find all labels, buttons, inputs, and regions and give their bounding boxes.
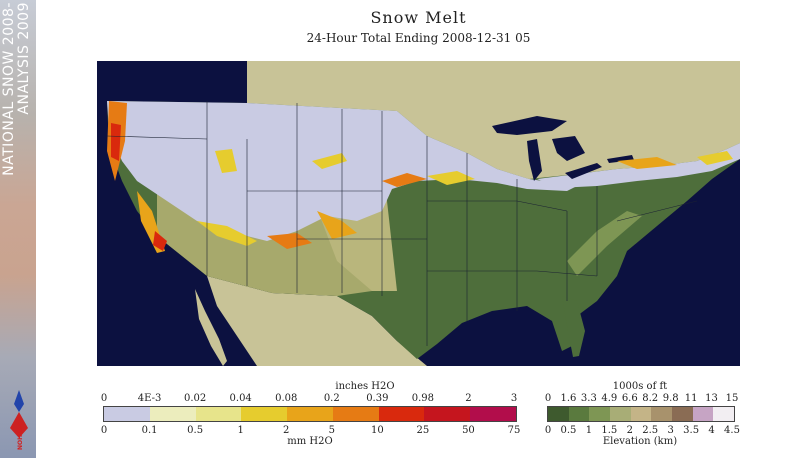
melt-legend-inches-label: inches H2O [335, 381, 395, 392]
melt-legend-mm-tick: 10 [370, 425, 384, 436]
melt-legend-mm-label: mm H2O [287, 436, 333, 447]
melt-legend-mm-tick: 0 [100, 425, 108, 436]
lake-michigan [527, 139, 542, 181]
elevation-legend-swatch [568, 407, 590, 421]
elevation-legend-km-tick: 3 [667, 425, 674, 436]
melt-legend-swatch [104, 407, 150, 421]
melt-legend-inch-tick: 0.98 [411, 393, 435, 404]
melt-legend-swatch [332, 407, 379, 421]
melt-areas [107, 101, 733, 253]
elevation-legend-swatch [548, 407, 569, 421]
elevation-legend-km-tick: 0 [544, 425, 552, 436]
banner-title-line2: ANALYSIS 2009 [16, 2, 32, 115]
lake-erie [565, 163, 602, 179]
elevation-legend-km-tick: 1 [585, 425, 593, 436]
lake-superior [492, 116, 567, 135]
elevation-legend-km-tick: 2.5 [642, 425, 659, 436]
melt-legend-mm-tick: 1 [237, 425, 244, 436]
elevation-legend-swatch [610, 407, 631, 421]
elevation-legend-swatch [630, 407, 652, 421]
florida [562, 296, 585, 357]
elevation-legend-colorbar [547, 406, 735, 422]
nohrsc-logo-text: NOHRSC [17, 421, 24, 450]
elevation-legend-km-tick: 2 [626, 425, 633, 436]
melt-legend-swatch [149, 407, 196, 421]
product-banner: NATIONAL SNOW 2008- ANALYSIS 2009 NOHRSC [0, 0, 36, 458]
elevation-legend-feet-tick: 4.9 [601, 393, 618, 404]
elevation-legend-km-tick: 1.5 [601, 425, 618, 436]
nohrsc-logo-icon: NOHRSC [10, 390, 28, 450]
lake-ontario [607, 155, 634, 163]
state-boundaries [106, 101, 698, 346]
baja-california [195, 289, 227, 366]
elevation-legend-km-tick: 4.5 [724, 425, 740, 436]
elevation-legend-swatch [692, 407, 714, 421]
melt-legend-inch-tick: 0.04 [229, 393, 252, 404]
melt-legend-mm-tick: 5 [328, 425, 335, 436]
melt-legend-mm-tick: 25 [416, 425, 430, 436]
melt-legend-inch-tick: 4E-3 [137, 393, 162, 404]
elevation-legend-km-tick: 3.5 [683, 425, 700, 436]
banner-title: NATIONAL SNOW 2008- ANALYSIS 2009 [1, 2, 32, 194]
melt-legend-swatch [287, 407, 333, 421]
melt-legend-swatch [470, 407, 517, 421]
elevation-legend-feet-tick: 1.6 [560, 393, 577, 404]
canada-land [247, 61, 740, 183]
elevation-legend-feet-tick: 15 [725, 393, 739, 404]
snow-cover-east [537, 143, 740, 188]
melt-legend-mm-tick: 75 [507, 425, 521, 436]
melt-legend-mm-tick: 0.1 [141, 425, 158, 436]
elevation-legend-feet-tick: 13 [705, 393, 718, 404]
melt-legend-mm-tick: 50 [462, 425, 475, 436]
melt-legend-mm-tick: 2 [283, 425, 290, 436]
elevation-legend-feet-tick: 9.8 [662, 393, 679, 404]
mexico-land [207, 276, 427, 366]
elevation-legend-swatch [713, 407, 735, 421]
page-subtitle: 24-Hour Total Ending 2008-12-31 05 [306, 31, 531, 45]
melt-legend-swatch [195, 407, 242, 421]
elevation-legend-km-tick: 0.5 [560, 425, 577, 436]
lake-huron [552, 136, 585, 161]
melt-legend-inch-tick: 0 [100, 393, 108, 404]
melt-legend-inch-tick: 0.39 [366, 393, 389, 404]
melt-legend-inch-tick: 0.02 [183, 393, 207, 404]
elevation-legend-feet-tick: 0 [544, 393, 552, 404]
elevation-legend-feet-tick: 6.6 [621, 393, 638, 404]
elevation-legend-feet-tick: 3.3 [580, 393, 597, 404]
page-title: Snow Melt [370, 8, 467, 27]
appalachian-terrain [567, 211, 642, 276]
melt-legend-swatch [378, 407, 425, 421]
melt-legend-swatch [241, 407, 288, 421]
elevation-legend-feet-label: 1000s of ft [612, 381, 668, 392]
banner-title-line1: NATIONAL SNOW 2008- [1, 2, 17, 176]
melt-legend-inch-tick: 0.08 [275, 393, 298, 404]
melt-legend-inch-tick: 2 [465, 393, 472, 404]
melt-legend-colorbar [103, 406, 517, 422]
elevation-legend-swatch [651, 407, 673, 421]
melt-legend-mm-tick: 0.5 [187, 425, 204, 436]
melt-legend-inch-tick: 0.2 [323, 393, 340, 404]
elevation-legend-feet-tick: 11 [684, 393, 698, 404]
melt-legend-inch-tick: 3 [510, 393, 518, 404]
elevation-legend-swatch [672, 407, 693, 421]
snow-melt-map [97, 61, 740, 366]
melt-legend-swatch [424, 407, 471, 421]
elevation-legend-km-tick: 4 [708, 425, 715, 436]
elevation-legend-swatch [589, 407, 611, 421]
elevation-legend-feet-tick: 8.2 [642, 393, 659, 404]
elevation-legend-km-label: Elevation (km) [602, 436, 678, 447]
